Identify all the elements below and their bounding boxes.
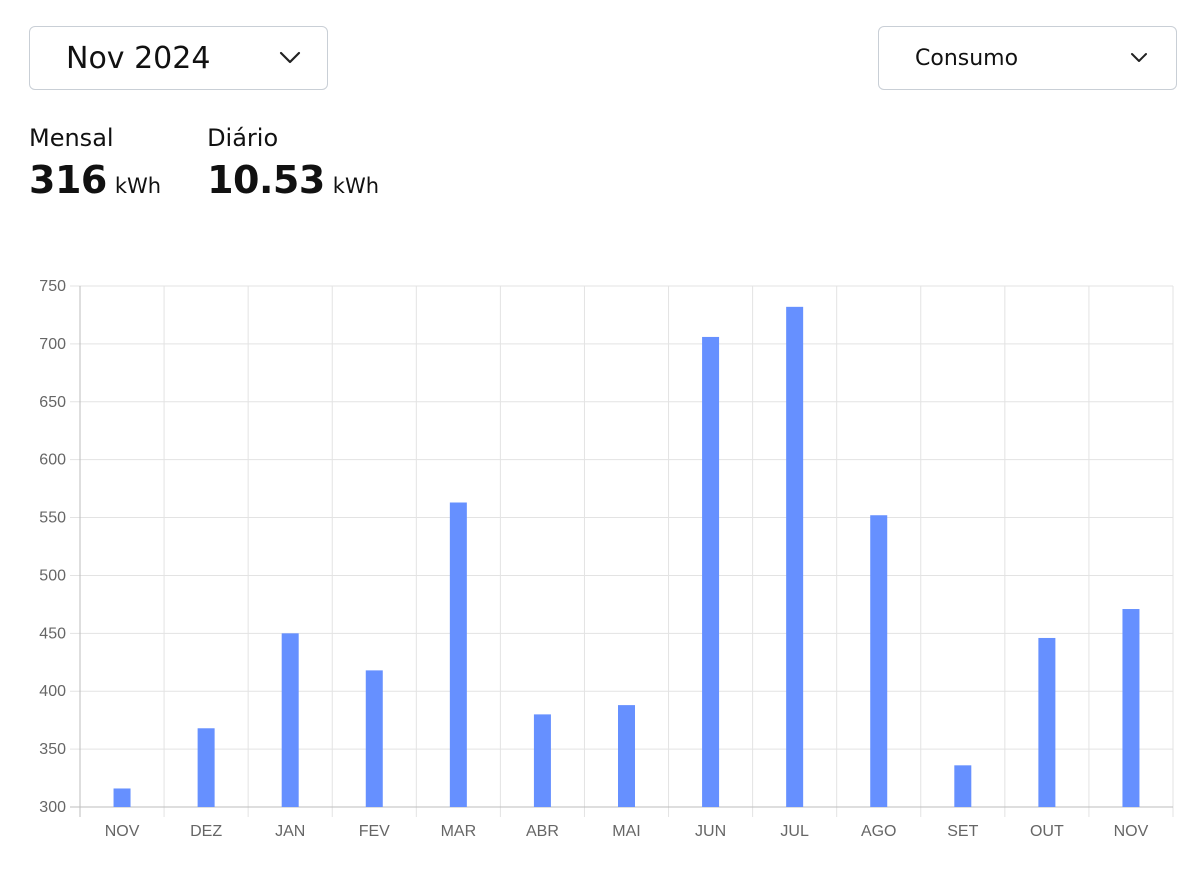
bar-out-11: [1038, 637, 1056, 807]
x-tick-label: MAR: [441, 823, 477, 840]
bar-abr-5: [533, 714, 551, 807]
daily-value: 10.53: [207, 158, 325, 202]
y-tick-label: 700: [39, 336, 66, 353]
x-tick-label: JUN: [695, 823, 726, 840]
daily-unit: kWh: [332, 174, 380, 198]
monthly-label: Mensal: [29, 124, 114, 152]
bar-jan-2: [281, 633, 299, 807]
y-tick-label: 600: [39, 452, 66, 469]
monthly-stat: Mensal 316 kWh: [29, 124, 161, 202]
bar-ago-9: [870, 515, 888, 807]
x-tick-label: NOV: [105, 823, 140, 840]
x-tick-label: MAI: [612, 823, 640, 840]
monthly-unit: kWh: [114, 174, 162, 198]
y-tick-label: 500: [39, 567, 66, 584]
bar-mar-4: [449, 502, 467, 807]
y-tick-label: 750: [39, 278, 66, 295]
period-select-value: Nov 2024: [66, 40, 211, 76]
x-tick-label: AGO: [861, 823, 897, 840]
bar-nov-12: [1122, 609, 1140, 807]
x-tick-label: OUT: [1030, 823, 1064, 840]
x-tick-label: DEZ: [190, 823, 222, 840]
bar-set-10: [954, 765, 972, 807]
metric-select[interactable]: Consumo: [878, 26, 1177, 90]
monthly-value: 316: [29, 158, 107, 202]
bar-jul-8: [786, 306, 804, 807]
x-tick-label: JAN: [275, 823, 305, 840]
x-tick-label: JUL: [780, 823, 809, 840]
y-tick-label: 400: [39, 683, 66, 700]
bar-dez-1: [197, 728, 215, 807]
bar-fev-3: [365, 670, 383, 807]
y-tick-label: 350: [39, 741, 66, 758]
period-select[interactable]: Nov 2024: [29, 26, 328, 90]
x-tick-label: FEV: [359, 823, 390, 840]
daily-label: Diário: [207, 124, 279, 152]
chevron-down-icon: [1130, 52, 1148, 64]
consumption-bar-chart: 300 350 400 450 500 550 600 650 700 750 NOV DEZ JAN F…: [39, 278, 1174, 840]
y-tick-label: 450: [39, 625, 66, 642]
bar-jun-7: [702, 336, 720, 807]
bar-nov-0: [113, 788, 131, 807]
metric-select-value: Consumo: [915, 45, 1019, 71]
y-tick-label: 650: [39, 394, 66, 411]
x-tick-label: ABR: [526, 823, 559, 840]
x-tick-label: SET: [947, 823, 978, 840]
x-tick-label: NOV: [1114, 823, 1149, 840]
bar-mai-6: [618, 705, 635, 807]
chevron-down-icon: [279, 51, 301, 65]
y-tick-label: 300: [39, 799, 66, 816]
daily-stat: Diário 10.53 kWh: [207, 124, 379, 202]
y-tick-label: 550: [39, 510, 66, 527]
stats-summary: Mensal 316 kWh Diário 10.53 kWh: [29, 124, 379, 202]
